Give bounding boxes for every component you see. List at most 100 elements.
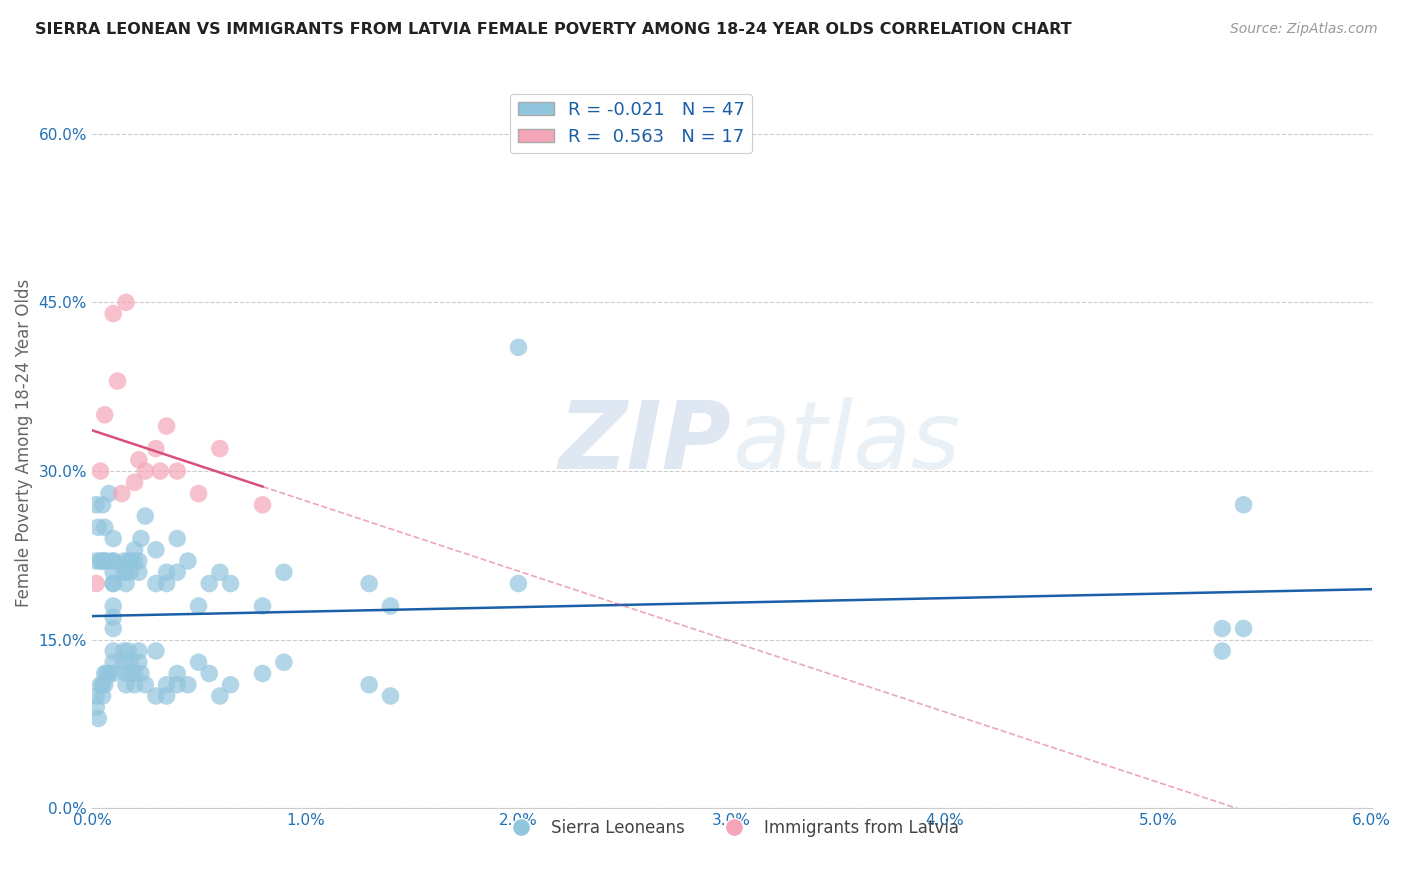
Point (128, 452, 150, 467)
Point (103, 655, 125, 669)
Point (115, 678, 138, 692)
Point (155, 689, 177, 703)
Point (93, 554, 115, 568)
Point (252, 599, 274, 613)
Point (1232, 622, 1254, 636)
Point (187, 599, 209, 613)
Point (115, 295, 138, 310)
Point (252, 498, 274, 512)
Point (124, 678, 146, 692)
Point (166, 532, 188, 546)
Point (252, 666, 274, 681)
Point (124, 542, 146, 557)
Point (208, 566, 231, 580)
Point (219, 678, 242, 692)
Point (380, 599, 402, 613)
Point (128, 655, 150, 669)
Point (359, 576, 381, 591)
Point (124, 554, 146, 568)
Point (120, 554, 142, 568)
Point (145, 442, 167, 456)
Point (155, 678, 177, 692)
Point (198, 576, 221, 591)
Point (93, 678, 115, 692)
Point (103, 666, 125, 681)
Point (84, 554, 107, 568)
Y-axis label: Female Poverty Among 18-24 Year Olds: Female Poverty Among 18-24 Year Olds (15, 279, 32, 607)
Point (1211, 622, 1233, 636)
Point (208, 442, 231, 456)
Point (177, 678, 200, 692)
Point (112, 644, 135, 658)
Text: ZIP: ZIP (558, 397, 731, 489)
Point (149, 464, 172, 478)
Point (380, 689, 402, 703)
Point (84, 498, 107, 512)
Point (134, 464, 156, 478)
Point (155, 419, 177, 434)
Point (112, 655, 135, 669)
Point (84, 700, 107, 714)
Point (145, 576, 167, 591)
Point (177, 554, 200, 568)
Point (145, 542, 167, 557)
Point (128, 566, 150, 580)
Point (91, 554, 114, 568)
Point (103, 644, 125, 658)
Point (89, 554, 111, 568)
Point (87, 711, 110, 725)
Text: SIERRA LEONEAN VS IMMIGRANTS FROM LATVIA FEMALE POVERTY AMONG 18-24 YEAR OLDS CO: SIERRA LEONEAN VS IMMIGRANTS FROM LATVIA… (35, 22, 1071, 37)
Point (128, 644, 150, 658)
Point (208, 689, 231, 703)
Point (103, 576, 125, 591)
Point (84, 689, 107, 703)
Point (166, 566, 188, 580)
Point (103, 554, 125, 568)
Point (84, 576, 107, 591)
Point (103, 554, 125, 568)
Point (89, 678, 111, 692)
Point (134, 509, 156, 524)
Point (103, 610, 125, 624)
Point (117, 644, 139, 658)
Point (103, 566, 125, 580)
Point (117, 554, 139, 568)
Point (115, 566, 138, 580)
Point (1211, 644, 1233, 658)
Point (98, 666, 121, 681)
Point (89, 464, 111, 478)
Text: Source: ZipAtlas.com: Source: ZipAtlas.com (1230, 22, 1378, 37)
Point (103, 599, 125, 613)
Point (112, 554, 135, 568)
Point (93, 408, 115, 422)
Point (273, 566, 295, 580)
Point (134, 678, 156, 692)
Point (187, 486, 209, 500)
Point (93, 520, 115, 534)
Point (87, 520, 110, 534)
Point (166, 666, 188, 681)
Point (166, 464, 188, 478)
Point (128, 554, 150, 568)
Point (273, 655, 295, 669)
Point (93, 666, 115, 681)
Point (124, 475, 146, 490)
Point (103, 576, 125, 591)
Point (124, 666, 146, 681)
Point (155, 566, 177, 580)
Point (129, 666, 152, 681)
Point (508, 340, 530, 354)
Point (198, 666, 221, 681)
Point (129, 532, 152, 546)
Point (111, 486, 134, 500)
Point (145, 689, 167, 703)
Point (1232, 498, 1254, 512)
Legend: Sierra Leoneans, Immigrants from Latvia: Sierra Leoneans, Immigrants from Latvia (498, 813, 966, 844)
Point (91, 498, 114, 512)
Point (145, 644, 167, 658)
Point (120, 566, 142, 580)
Point (103, 622, 125, 636)
Point (219, 576, 242, 591)
Text: atlas: atlas (731, 398, 960, 489)
Point (91, 689, 114, 703)
